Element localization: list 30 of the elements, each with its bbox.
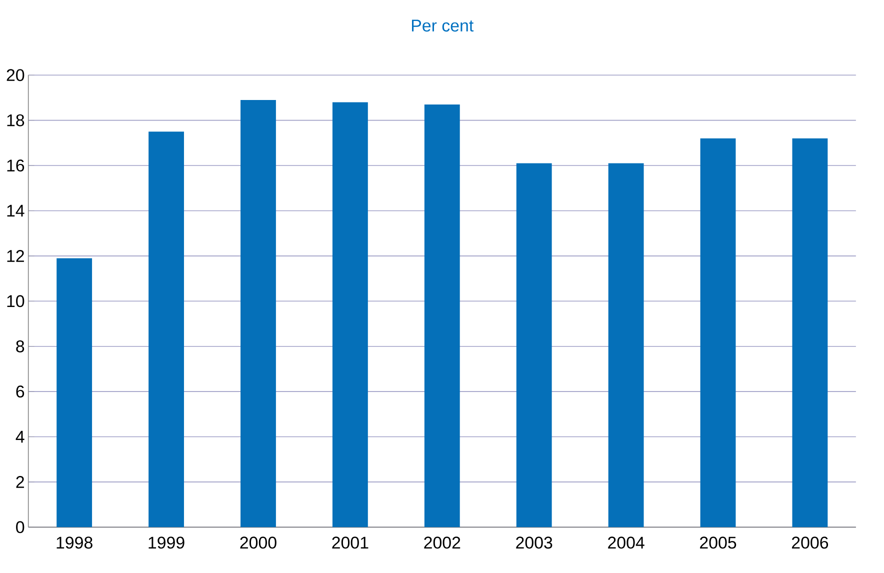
bar <box>148 132 184 528</box>
y-tick-label: 14 <box>7 205 24 217</box>
bar <box>700 138 736 528</box>
bar <box>56 258 92 528</box>
chart-title: Per cent <box>412 20 474 32</box>
x-tick-label: 2006 <box>792 536 828 549</box>
bar <box>516 163 552 528</box>
y-tick-label: 0 <box>16 521 24 534</box>
y-tick-label: 18 <box>7 114 24 127</box>
y-tick-label: 4 <box>16 431 24 443</box>
x-tick-label: 1998 <box>56 536 92 549</box>
y-tick-label: 2 <box>16 476 24 488</box>
y-tick-label: 8 <box>16 340 24 353</box>
x-tick-label: 2001 <box>332 536 368 549</box>
y-tick-label: 6 <box>16 386 24 398</box>
y-tick-label: 12 <box>7 250 24 262</box>
bar <box>240 100 276 528</box>
bar <box>792 138 828 528</box>
y-tick-label: 20 <box>6 69 24 82</box>
x-tick-label: 2003 <box>516 536 552 549</box>
y-tick-label: 10 <box>7 295 24 308</box>
bar <box>424 104 460 528</box>
bar <box>608 163 644 528</box>
x-tick-label: 2000 <box>240 536 276 549</box>
x-tick-label: 2004 <box>608 536 644 549</box>
x-tick-label: 2002 <box>424 536 460 549</box>
y-tick-label: 16 <box>7 160 24 172</box>
bar <box>332 102 368 528</box>
x-tick-label: 1999 <box>148 536 184 549</box>
x-tick-label: 2005 <box>700 536 736 549</box>
